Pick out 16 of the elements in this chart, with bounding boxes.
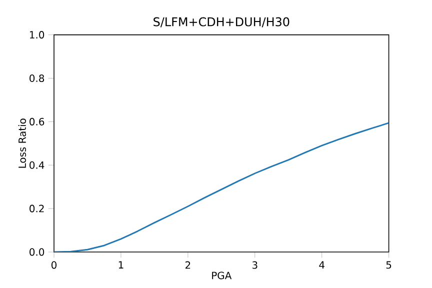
y-tick-label: 0.4 [30, 161, 44, 169]
x-tick-label: 3 [252, 261, 258, 269]
y-tick-label: 0.0 [30, 248, 44, 256]
y-tick-label: 1.0 [30, 31, 44, 39]
x-tick-label: 5 [386, 261, 392, 269]
y-tick-label: 0.8 [30, 74, 44, 82]
y-tick-label: 0.2 [30, 204, 44, 212]
y-axis-title: Loss Ratio [18, 118, 26, 168]
x-tick-label: 1 [118, 261, 124, 269]
y-tick-label: 0.6 [30, 118, 44, 126]
x-tick-label: 0 [51, 261, 56, 269]
x-axis-title: PGA [212, 272, 232, 280]
x-tick-label: 2 [185, 261, 190, 269]
x-tick-label: 4 [319, 261, 324, 269]
line-series [54, 122, 389, 252]
chart-title: S/LFM+CDH+DUH/H30 [154, 17, 290, 28]
